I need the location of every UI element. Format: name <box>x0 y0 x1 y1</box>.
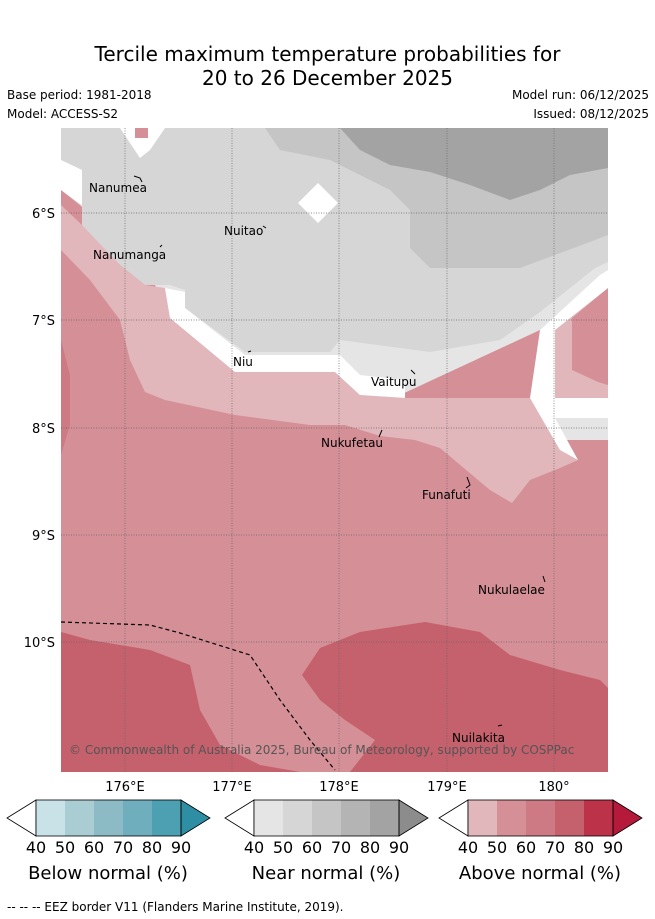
place-nukufetau: Nukufetau <box>321 436 383 450</box>
base-period: Base period: 1981-2018 <box>7 88 152 102</box>
below-colorbar-segment <box>65 800 94 836</box>
below-colorbar-tick: 90 <box>171 838 191 857</box>
near-colorbar-tick: 70 <box>331 838 351 857</box>
below-colorbar-tick: 50 <box>55 838 75 857</box>
near-normal-label: Near normal (%) <box>251 863 401 884</box>
above-normal-label: Above normal (%) <box>458 863 622 884</box>
above-colorbar-tick: 40 <box>458 838 478 857</box>
island-marks <box>133 175 546 727</box>
near-colorbar-segment <box>370 800 399 836</box>
lat-label-8s: 8°S <box>32 422 55 437</box>
above-colorbar-tick: 60 <box>516 838 536 857</box>
lat-label-6s: 6°S <box>32 207 55 222</box>
lon-label-179e: 179°E <box>427 780 467 795</box>
copyright-credit: © Commonwealth of Australia 2025, Bureau… <box>69 743 574 757</box>
place-niu: Niu <box>233 355 253 369</box>
near-colorbar-segment <box>341 800 370 836</box>
title-line-2: 20 to 26 December 2025 <box>201 66 453 90</box>
above-70-80-southeast-region <box>302 622 608 772</box>
above-colorbar-segment <box>497 800 526 836</box>
below-colorbar-segment <box>94 800 123 836</box>
above-colorbar-frame <box>467 799 614 837</box>
above-colorbar-segment <box>526 800 555 836</box>
near-colorbar-tick: 90 <box>389 838 409 857</box>
white-gap-east <box>530 270 608 460</box>
model-run: Model run: 06/12/2025 <box>511 88 649 102</box>
white-gap-west <box>61 160 82 205</box>
above-colorbar-low-extend <box>438 799 469 837</box>
above-70-80-south-region <box>61 632 300 772</box>
above-colorbar-segment <box>584 800 613 836</box>
near-colorbar-tick: 60 <box>302 838 322 857</box>
gridlines <box>61 128 608 772</box>
lat-label-9s: 9°S <box>32 529 55 544</box>
below-colorbar-low-extend <box>6 799 37 837</box>
below-colorbar-segment <box>123 800 152 836</box>
below-colorbar-segment <box>152 800 181 836</box>
near-colorbar-segment <box>283 800 312 836</box>
model-name: Model: ACCESS-S2 <box>7 107 119 121</box>
lat-label-10s: 10°S <box>24 636 55 651</box>
place-nuilakita: Nuilakita <box>452 731 505 745</box>
above-colorbar-tick: 50 <box>487 838 507 857</box>
place-vaitupu: Vaitupu <box>371 375 417 389</box>
near-colorbar-segment <box>254 800 283 836</box>
near-colorbar-high-extend <box>398 799 429 837</box>
above-colorbar-tick: 80 <box>574 838 594 857</box>
place-nanumea: Nanumea <box>89 181 147 195</box>
above-colorbar-tick: 90 <box>603 838 623 857</box>
lon-label-180: 180° <box>538 780 569 795</box>
near-colorbar-low-extend <box>224 799 255 837</box>
below-colorbar-segment <box>36 800 65 836</box>
above-normal-pink-corner <box>135 128 148 138</box>
below-colorbar-tick: 60 <box>84 838 104 857</box>
below-colorbar-high-extend <box>180 799 211 837</box>
above-colorbar-tick: 70 <box>545 838 565 857</box>
eez-border-line <box>60 621 336 771</box>
title-line-1: Tercile maximum temperature probabilitie… <box>94 42 561 66</box>
near-colorbar-tick: 40 <box>244 838 264 857</box>
above-60-70-west-strip <box>61 340 70 455</box>
near-colorbar-segment <box>312 800 341 836</box>
lat-label-7s: 7°S <box>32 314 55 329</box>
below-normal-label: Below normal (%) <box>28 863 188 884</box>
place-nukulaelae: Nukulaelae <box>478 583 545 597</box>
above-colorbar-segment <box>555 800 584 836</box>
white-gap-niu <box>165 288 405 398</box>
place-nanumanga: Nanumanga <box>93 248 166 262</box>
lon-label-177e: 177°E <box>212 780 252 795</box>
below-colorbar-frame <box>35 799 182 837</box>
issued-date: Issued: 08/12/2025 <box>533 107 649 121</box>
below-colorbar-tick: 70 <box>113 838 133 857</box>
lon-label-176e: 176°E <box>105 780 145 795</box>
above-colorbar-segment <box>468 800 497 836</box>
place-funafuti: Funafuti <box>422 488 471 502</box>
near-colorbar-tick: 50 <box>273 838 293 857</box>
near-colorbar-tick: 80 <box>360 838 380 857</box>
place-nuitao: Nuitao <box>224 224 263 238</box>
below-colorbar-tick: 40 <box>26 838 46 857</box>
lon-label-178e: 178°E <box>319 780 359 795</box>
above-40-50-region <box>61 205 578 503</box>
near-colorbar-frame <box>253 799 400 837</box>
below-colorbar-tick: 80 <box>142 838 162 857</box>
colorbar-legend: 40 50 60 70 80 90 40 50 60 70 80 90 40 50 60 70 80 90 <box>6 799 643 857</box>
near-70-80-region <box>340 128 608 200</box>
above-60-70-east-patch <box>572 288 608 385</box>
above-colorbar-high-extend <box>612 799 643 837</box>
eez-footer-note: -- -- -- EEZ border V11 (Flanders Marine… <box>7 900 344 914</box>
probability-field <box>61 128 608 772</box>
white-gap-north <box>120 128 165 158</box>
white-gap-central <box>298 183 338 223</box>
